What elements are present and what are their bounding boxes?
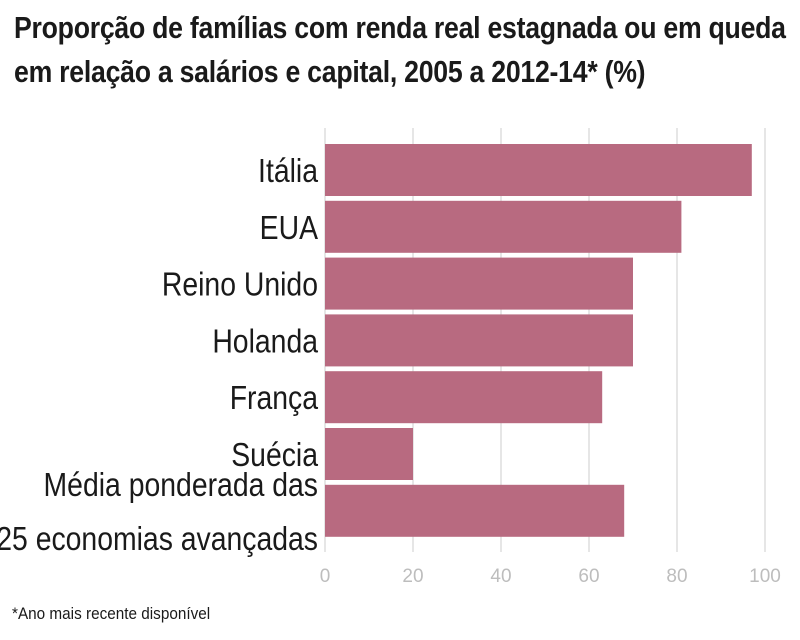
category-label-1: EUA [260, 209, 319, 247]
bar-0 [325, 144, 752, 196]
chart-title-line-1: Proporção de famílias com renda real est… [14, 10, 786, 45]
bar-2 [325, 257, 633, 310]
x-tick-label-60: 60 [578, 566, 599, 587]
chart-title-line-2: em relação a salários e capital, 2005 a … [14, 54, 646, 89]
bar-3 [325, 314, 633, 367]
x-tick-label-20: 20 [402, 566, 423, 587]
x-tick-label-100: 100 [749, 566, 781, 587]
category-label-6-line-0: Média ponderada das [44, 466, 318, 504]
chart-title: Proporção de famílias com renda real est… [14, 6, 786, 94]
x-tick-label-80: 80 [666, 566, 687, 587]
category-labels: Itália EUA Reino Unido Holanda França SuéciaM… [0, 152, 319, 557]
bar-4 [325, 371, 603, 424]
category-label-2: Reino Unido [162, 266, 318, 304]
footnote: *Ano mais recente disponível [12, 604, 211, 623]
bar-6 [325, 484, 625, 537]
category-label-5: Suécia [231, 436, 319, 474]
bars [325, 144, 752, 537]
bar-1 [325, 200, 682, 253]
category-label-0: Itália [258, 152, 319, 190]
x-axis-tick-labels: 0 20 40 60 80 100 [320, 566, 781, 587]
x-tick-label-40: 40 [490, 566, 511, 587]
bar-5 [325, 428, 413, 480]
category-label-6-line-1: 25 economias avançadas [0, 520, 318, 558]
category-label-4: França [230, 379, 319, 417]
x-tick-label-0: 0 [320, 566, 331, 587]
category-label-3: Holanda [212, 322, 319, 360]
